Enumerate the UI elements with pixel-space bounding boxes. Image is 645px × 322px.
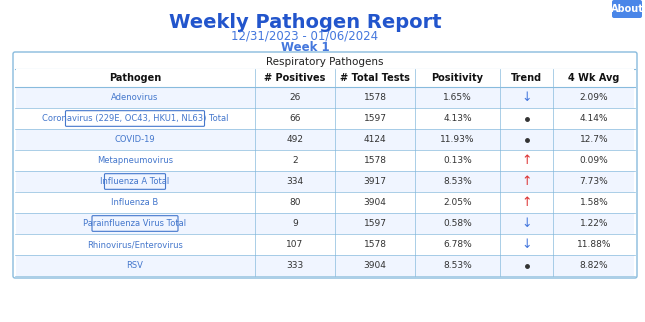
Bar — [16, 234, 634, 255]
Text: 3917: 3917 — [364, 177, 386, 186]
Text: 26: 26 — [290, 93, 301, 102]
FancyBboxPatch shape — [612, 0, 642, 18]
Text: 1578: 1578 — [364, 240, 386, 249]
Text: 0.09%: 0.09% — [580, 156, 608, 165]
Text: Parainfluenza Virus Total: Parainfluenza Virus Total — [83, 219, 186, 228]
Text: 1597: 1597 — [364, 114, 386, 123]
Text: RSV: RSV — [126, 261, 143, 270]
Text: 1.65%: 1.65% — [443, 93, 472, 102]
Text: 12.7%: 12.7% — [580, 135, 608, 144]
Text: Respiratory Pathogens: Respiratory Pathogens — [266, 56, 384, 67]
Text: 3904: 3904 — [364, 198, 386, 207]
Text: Trend: Trend — [511, 73, 542, 83]
Text: 11.93%: 11.93% — [441, 135, 475, 144]
Bar — [16, 171, 634, 192]
Bar — [16, 108, 634, 129]
Text: 7.73%: 7.73% — [580, 177, 608, 186]
Text: 6.78%: 6.78% — [443, 240, 472, 249]
Text: 4.14%: 4.14% — [580, 114, 608, 123]
Text: 1597: 1597 — [364, 219, 386, 228]
Bar — [16, 87, 634, 108]
Text: ↑: ↑ — [521, 175, 531, 188]
Text: Pathogen: Pathogen — [109, 73, 161, 83]
Text: 66: 66 — [289, 114, 301, 123]
Text: # Positives: # Positives — [264, 73, 326, 83]
Text: 107: 107 — [286, 240, 304, 249]
Text: 2.09%: 2.09% — [580, 93, 608, 102]
Text: 2: 2 — [292, 156, 298, 165]
Text: 9: 9 — [292, 219, 298, 228]
Text: 2.05%: 2.05% — [443, 198, 471, 207]
Text: 0.13%: 0.13% — [443, 156, 472, 165]
Text: 8.53%: 8.53% — [443, 261, 472, 270]
Bar — [16, 192, 634, 213]
Text: 333: 333 — [286, 261, 304, 270]
Text: COVID-19: COVID-19 — [115, 135, 155, 144]
Text: 1578: 1578 — [364, 156, 386, 165]
Text: 334: 334 — [286, 177, 304, 186]
Text: Week 1: Week 1 — [281, 41, 330, 54]
Text: 4.13%: 4.13% — [443, 114, 471, 123]
Text: 12/31/2023 - 01/06/2024: 12/31/2023 - 01/06/2024 — [232, 29, 379, 42]
Text: Positivity: Positivity — [432, 73, 484, 83]
Text: ↓: ↓ — [521, 217, 531, 230]
Text: Influenza B: Influenza B — [112, 198, 159, 207]
Text: 4124: 4124 — [364, 135, 386, 144]
Bar — [16, 129, 634, 150]
Text: Coronavirus (229E, OC43, HKU1, NL63) Total: Coronavirus (229E, OC43, HKU1, NL63) Tot… — [42, 114, 228, 123]
Text: ↓: ↓ — [521, 238, 531, 251]
Text: 4 Wk Avg: 4 Wk Avg — [568, 73, 620, 83]
Bar — [16, 255, 634, 276]
Bar — [16, 150, 634, 171]
Text: Metapneumovirus: Metapneumovirus — [97, 156, 173, 165]
Bar — [16, 213, 634, 234]
Text: Weekly Pathogen Report: Weekly Pathogen Report — [169, 13, 441, 32]
Text: About: About — [611, 4, 644, 14]
FancyBboxPatch shape — [13, 52, 637, 278]
Text: 8.82%: 8.82% — [580, 261, 608, 270]
Text: ↓: ↓ — [521, 91, 531, 104]
Text: 0.58%: 0.58% — [443, 219, 472, 228]
Text: 11.88%: 11.88% — [577, 240, 611, 249]
Text: 3904: 3904 — [364, 261, 386, 270]
Text: 1.58%: 1.58% — [580, 198, 608, 207]
Bar — [16, 69, 634, 87]
Text: 492: 492 — [286, 135, 304, 144]
Text: Influenza A Total: Influenza A Total — [101, 177, 170, 186]
Text: # Total Tests: # Total Tests — [340, 73, 410, 83]
Text: 1.22%: 1.22% — [580, 219, 608, 228]
Text: 80: 80 — [289, 198, 301, 207]
Text: 1578: 1578 — [364, 93, 386, 102]
Text: Adenovirus: Adenovirus — [112, 93, 159, 102]
Text: 8.53%: 8.53% — [443, 177, 472, 186]
Text: ↑: ↑ — [521, 154, 531, 167]
Text: Rhinovirus/Enterovirus: Rhinovirus/Enterovirus — [87, 240, 183, 249]
Text: ↑: ↑ — [521, 196, 531, 209]
